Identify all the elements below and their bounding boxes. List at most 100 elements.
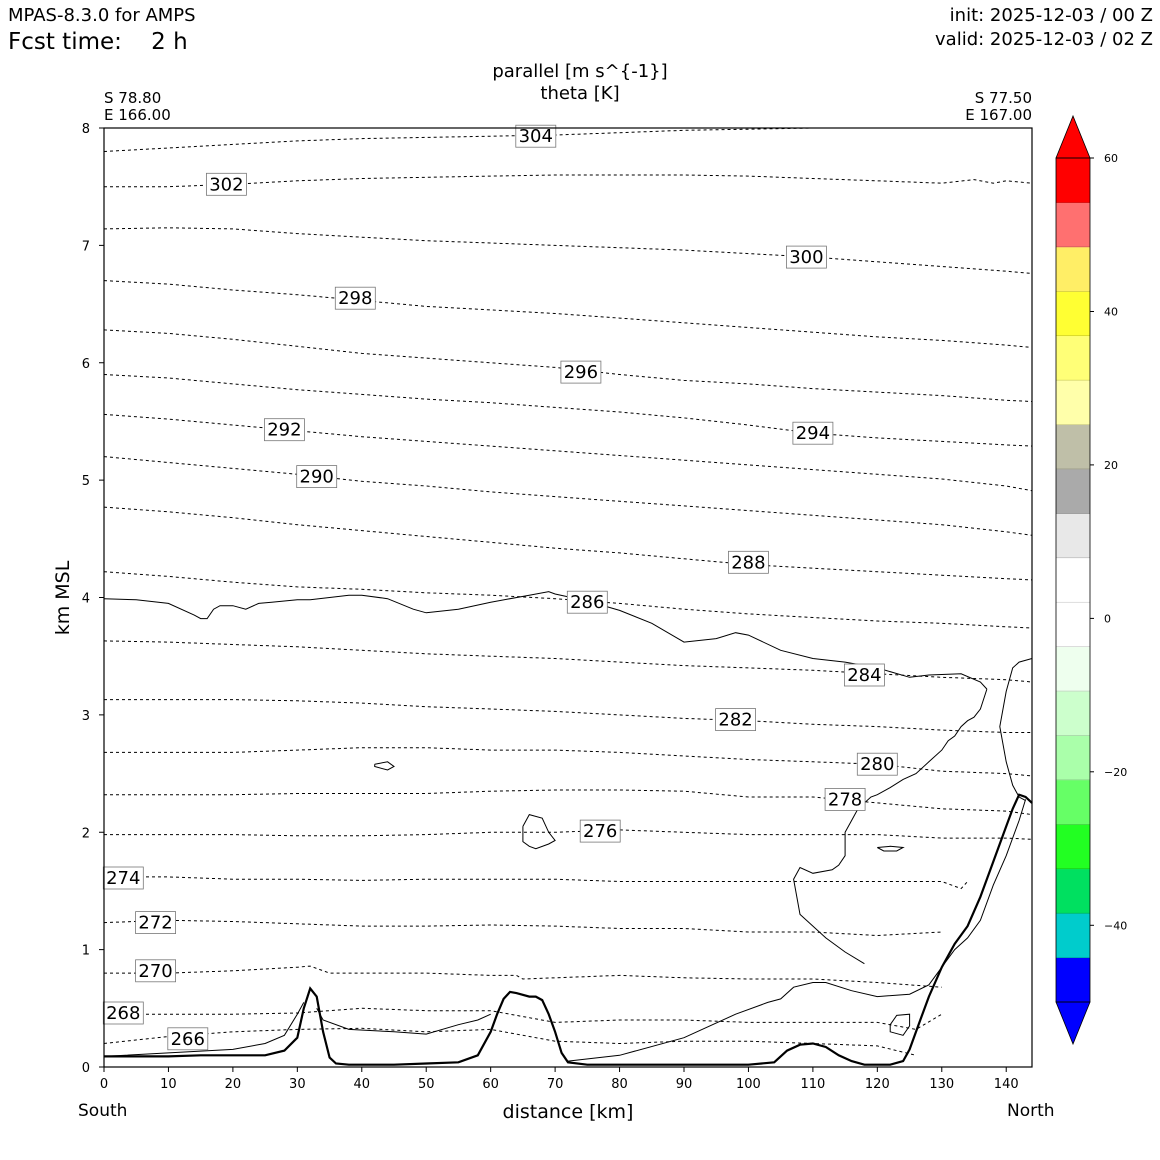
model-name: MPAS-8.3.0 for AMPS — [8, 5, 196, 26]
colorbar-segment — [1056, 868, 1090, 914]
theta-contour-300 — [103, 227, 1033, 274]
colorbar-segment — [1056, 202, 1090, 248]
contour-label-box-280 — [856, 752, 898, 776]
contour-labels: 266 268 270 272 274 276 278 280 282 284 286 288 290 2… — [102, 124, 898, 1051]
theta-contour-288 — [103, 506, 1033, 581]
x-tick-label: 120 — [865, 1077, 890, 1092]
colorbar-segment — [1056, 158, 1090, 203]
contour-label-box-294 — [792, 421, 834, 445]
y-tick-label: 6 — [82, 357, 90, 372]
x-axis-label: distance [km] — [503, 1101, 634, 1123]
contour-label-box-302 — [205, 172, 247, 196]
y-tick-label: 2 — [82, 826, 90, 841]
contour-label-298: 298 — [338, 288, 372, 309]
colorbar-segment — [1056, 602, 1090, 648]
colorbar-tick-label: 60 — [1104, 152, 1118, 165]
colorbar-segment — [1056, 824, 1090, 870]
x-tick-label: 10 — [160, 1077, 177, 1092]
colorbar-segment — [1056, 291, 1090, 337]
contour-label-box-296 — [560, 360, 602, 384]
contour-label-box-274 — [102, 866, 144, 890]
velocity-zero-line-8 — [316, 1008, 491, 1035]
theta-contour-270 — [104, 965, 942, 988]
theta-contour-294 — [103, 374, 1033, 447]
contour-label-300: 300 — [789, 247, 823, 268]
contour-label-290: 290 — [300, 467, 334, 488]
colorbar-tick-label: 20 — [1104, 459, 1118, 472]
direction-south: South — [78, 1101, 128, 1121]
contour-label-266: 266 — [171, 1029, 205, 1050]
contour-label-278: 278 — [828, 789, 862, 810]
chart-title-field: parallel [m s^{-1}] — [492, 61, 668, 82]
contour-label-296: 296 — [564, 362, 598, 383]
theta-contour-292 — [103, 413, 1033, 492]
y-tick-label: 4 — [82, 592, 90, 607]
theta-contour-282 — [104, 699, 1032, 733]
direction-north: North — [1007, 1101, 1055, 1121]
theta-contour-302 — [104, 174, 1033, 188]
contour-label-272: 272 — [138, 913, 172, 934]
y-tick-label: 1 — [82, 944, 90, 959]
velocity-zero-line-6 — [889, 1013, 911, 1036]
x-tick-label: 40 — [354, 1077, 371, 1092]
colorbar-frame — [1055, 157, 1091, 1003]
contour-label-box-282 — [715, 708, 756, 731]
theta-contour-272 — [103, 919, 942, 937]
y-tick-label: 7 — [82, 239, 90, 254]
colorbar-segment — [1056, 335, 1090, 381]
contour-label-302: 302 — [209, 174, 243, 195]
colorbar-segment — [1056, 957, 1090, 1003]
velocity-zero-line-0 — [103, 591, 988, 690]
contour-label-280: 280 — [860, 754, 894, 775]
velocity-zero-line-9 — [567, 799, 1027, 1062]
velocity-zero-line-3 — [374, 761, 395, 771]
colorbar-tick-label: 0 — [1104, 612, 1111, 625]
colorbar-segment — [1056, 646, 1090, 692]
contour-label-270: 270 — [138, 961, 172, 982]
colorbar-segment — [1056, 424, 1090, 470]
contour-label-box-300 — [786, 245, 827, 269]
colorbar-segment — [1056, 468, 1090, 514]
x-tick-label: 50 — [418, 1077, 435, 1092]
x-tick-label: 30 — [289, 1077, 306, 1092]
contour-label-288: 288 — [731, 552, 765, 573]
chart-title-contour: theta [K] — [540, 83, 620, 104]
left-endpoint-lon: E 166.00 — [104, 106, 171, 124]
contour-label-284: 284 — [847, 665, 881, 686]
theta-contour-280 — [104, 747, 1033, 777]
y-tick-label: 0 — [82, 1061, 90, 1076]
x-tick-label: 0 — [100, 1077, 108, 1092]
velocity-zero-line-4 — [522, 814, 556, 850]
colorbar-segment — [1056, 691, 1090, 736]
contour-label-box-290 — [296, 465, 338, 489]
colorbar: 60 40 20 0 −20 −40 — [1055, 114, 1127, 1046]
colorbar-tick-label: 40 — [1104, 306, 1118, 319]
x-axis-ticks: 0 10 20 30 40 50 60 70 80 90 100 110 120 130 140 — [100, 1067, 1019, 1092]
x-tick-label: 90 — [676, 1077, 693, 1092]
colorbar-segment — [1056, 246, 1090, 292]
init-time: init: 2025-12-03 / 00 Z — [949, 5, 1153, 26]
contour-label-box-286 — [566, 590, 608, 614]
terrain — [104, 793, 1033, 1066]
contour-label-box-284 — [844, 663, 885, 687]
velocity-zero-line-1 — [793, 688, 988, 965]
theta-contour-266 — [103, 1027, 917, 1056]
contour-label-282: 282 — [718, 710, 752, 731]
y-axis-label: km MSL — [52, 560, 74, 635]
contour-label-box-272 — [135, 911, 177, 934]
colorbar-segment — [1056, 557, 1090, 603]
x-tick-label: 110 — [800, 1077, 825, 1092]
terrain-line — [104, 793, 1033, 1066]
theta-contour-290 — [103, 456, 1033, 536]
contour-label-276: 276 — [583, 821, 617, 842]
x-tick-label: 140 — [994, 1077, 1019, 1092]
valid-time: valid: 2025-12-03 / 02 Z — [935, 29, 1153, 50]
theta-contour-268 — [104, 1007, 943, 1030]
colorbar-segment — [1056, 513, 1090, 559]
x-tick-label: 20 — [225, 1077, 242, 1092]
contour-label-274: 274 — [106, 868, 140, 889]
y-tick-label: 5 — [82, 474, 90, 489]
colorbar-over-extension — [1055, 114, 1091, 159]
contour-label-box-278 — [824, 788, 866, 811]
